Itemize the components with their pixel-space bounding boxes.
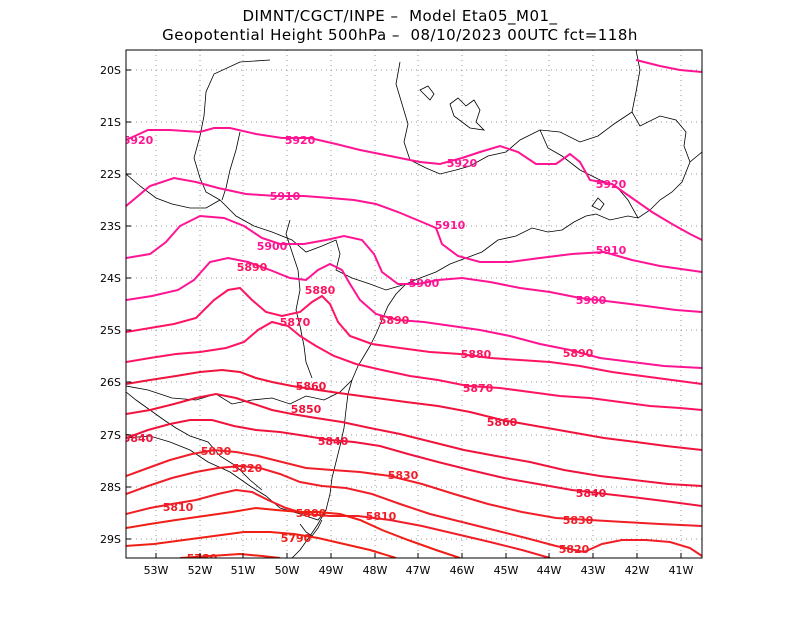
lon-tick-label: 42W — [625, 564, 650, 577]
contour-labels: 5920 5920 5920 5920 5910 5910 5910 5900 … — [123, 134, 627, 565]
border-argentina — [126, 391, 263, 491]
lon-tick-label: 51W — [231, 564, 256, 577]
contour-label: 5910 — [596, 244, 627, 257]
contour-label: 5810 — [366, 510, 397, 523]
state-border-mg-rj-sp — [631, 50, 691, 163]
contour-label: 5800 — [296, 507, 327, 520]
lon-tick-label: 43W — [581, 564, 606, 577]
contour-5870 — [126, 320, 702, 411]
contour-label: 5910 — [270, 190, 301, 203]
state-border-pr-sc — [126, 379, 353, 405]
contour-5890 — [126, 256, 702, 369]
contour-label: 5830 — [563, 514, 594, 527]
lon-tick-label: 49W — [319, 564, 344, 577]
bay-guanabara — [591, 197, 605, 211]
contour-label: 5840 — [123, 432, 154, 445]
contour-label: 5840 — [576, 487, 607, 500]
contour-label: 5870 — [280, 316, 311, 329]
contour-label: 5870 — [463, 382, 494, 395]
contour-label: 5900 — [257, 240, 288, 253]
lon-axis — [155, 553, 682, 558]
contour-label: 5840 — [318, 435, 349, 448]
graticule — [126, 50, 702, 558]
contour-5800 — [126, 506, 461, 558]
contour-label: 5810 — [163, 501, 194, 514]
height-contours — [126, 59, 702, 558]
contour-label: 5820 — [559, 543, 590, 556]
contour-5910 — [126, 176, 702, 273]
contour-label: 5890 — [379, 314, 410, 327]
contour-label: 5920 — [285, 134, 316, 147]
lat-tick-label: 25S — [100, 324, 121, 337]
lon-tick-label: 48W — [363, 564, 388, 577]
map-title-line2: Geopotential Height 500hPa – 08/10/2023 … — [162, 26, 638, 44]
contour-label: 5900 — [409, 277, 440, 290]
contour-5830 — [126, 448, 702, 527]
lon-tick-label: 46W — [450, 564, 475, 577]
contour-5850 — [126, 392, 702, 487]
contour-5920 — [126, 127, 702, 241]
contour-5820 — [126, 464, 702, 557]
contour-5860 — [126, 368, 702, 451]
lon-tick-label: 47W — [406, 564, 431, 577]
contour-label: 5780 — [187, 552, 218, 565]
contour-label: 5890 — [237, 261, 268, 274]
contour-label: 5880 — [305, 284, 336, 297]
state-border-ms-pr — [126, 173, 221, 209]
contour-label: 5920 — [596, 178, 627, 191]
contour-label: 5900 — [576, 294, 607, 307]
reservoir-minor — [419, 85, 435, 101]
lat-tick-label: 29S — [100, 533, 121, 546]
contour-label: 5910 — [435, 219, 466, 232]
map-title-line1: DIMNT/CGCT/INPE – Model Eta05_M01_ — [242, 7, 558, 25]
lat-axis — [126, 69, 131, 540]
map-frame — [125, 49, 703, 559]
lon-tick-label: 41W — [669, 564, 694, 577]
lon-labels: 53W 52W 51W 50W 49W 48W 47W 46W 45W 44W … — [144, 564, 694, 577]
lon-tick-label: 44W — [537, 564, 562, 577]
state-border-rj-mg — [539, 129, 639, 219]
lat-tick-label: 24S — [100, 272, 121, 285]
contour-label: 5880 — [461, 348, 492, 361]
contour-5840 — [126, 419, 702, 507]
lat-tick-label: 20S — [100, 64, 121, 77]
contour-5880 — [126, 286, 702, 385]
contour-label: 5920 — [447, 157, 478, 170]
contour-label: 5920 — [123, 134, 154, 147]
map-boundaries — [126, 50, 702, 558]
contour-5900 — [126, 214, 702, 313]
reservoir-furnas — [449, 97, 486, 131]
contour-label: 5850 — [291, 403, 322, 416]
contour-label: 5830 — [388, 469, 419, 482]
state-border-sc-rs — [126, 435, 327, 521]
state-border-mg-sp — [193, 59, 271, 201]
lat-tick-label: 27S — [100, 429, 121, 442]
lon-tick-label: 53W — [144, 564, 169, 577]
contour-label: 5830 — [201, 445, 232, 458]
contour-label: 5860 — [296, 380, 327, 393]
contour-label: 5860 — [487, 416, 518, 429]
lat-tick-label: 22S — [100, 168, 121, 181]
lat-labels: 20S 21S 22S 23S 24S 25S 26S 27S 28S 29S — [100, 64, 121, 546]
state-border-sp-rj — [395, 61, 633, 175]
lat-tick-label: 21S — [100, 116, 121, 129]
lat-tick-label: 28S — [100, 481, 121, 494]
lon-tick-label: 52W — [188, 564, 213, 577]
contour-5790 — [126, 531, 397, 558]
contour-label: 5790 — [281, 532, 312, 545]
lon-tick-label: 45W — [494, 564, 519, 577]
lon-tick-label: 50W — [275, 564, 300, 577]
river-parana — [221, 131, 241, 201]
contour-label: 5820 — [232, 462, 263, 475]
contour-label: 5890 — [563, 347, 594, 360]
lat-tick-label: 26S — [100, 376, 121, 389]
lat-tick-label: 23S — [100, 220, 121, 233]
contour-5920-north — [635, 59, 702, 73]
state-border-sp-pr — [219, 199, 407, 291]
coastline — [291, 151, 702, 558]
